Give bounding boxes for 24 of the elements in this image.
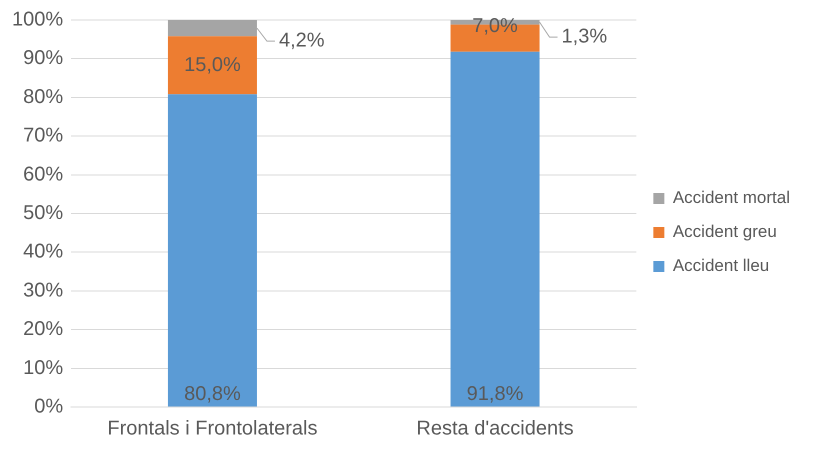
y-tick-label: 100% xyxy=(12,8,64,31)
x-tick-label: Frontals i Frontolaterals xyxy=(107,418,318,440)
y-tick-label: 20% xyxy=(23,318,64,340)
y-tick-label: 80% xyxy=(23,86,64,108)
y-tick-label: 70% xyxy=(23,124,64,147)
y-tick-label: 30% xyxy=(23,279,64,302)
y-tick-label: 10% xyxy=(23,356,64,379)
legend-label: Accident mortal xyxy=(672,188,790,208)
y-tick-label: 50% xyxy=(23,202,64,224)
y-tick-label: 90% xyxy=(23,47,64,70)
legend-label: Accident lleu xyxy=(672,256,770,276)
x-tick-label: Resta d'accidents xyxy=(416,418,574,440)
y-tick-label: 40% xyxy=(23,240,64,263)
y-tick-label: 60% xyxy=(23,163,64,186)
bar xyxy=(450,52,540,406)
data-label: 91,8% xyxy=(466,383,524,406)
legend-label: Accident greu xyxy=(672,222,777,242)
data-label: 80,8% xyxy=(184,383,242,406)
bar xyxy=(168,94,257,406)
y-tick-label: 0% xyxy=(34,396,64,418)
data-label: 15,0% xyxy=(184,54,242,76)
data-label: 1,3% xyxy=(562,26,608,48)
data-label: 4,2% xyxy=(278,30,325,52)
bar xyxy=(168,36,257,94)
